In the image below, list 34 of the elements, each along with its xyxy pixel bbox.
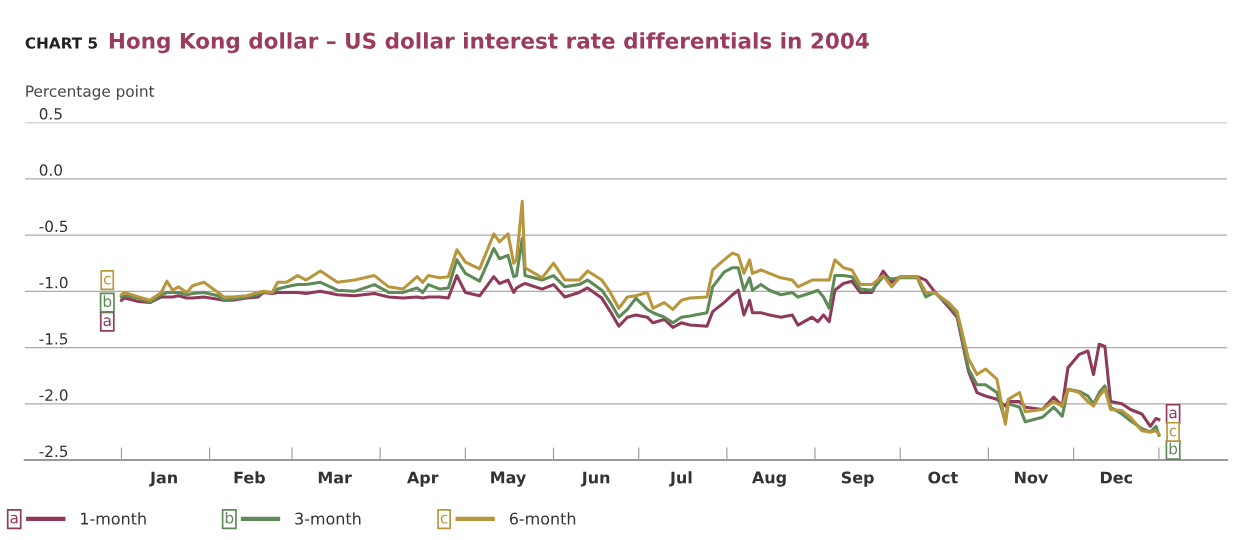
x-tick-label: Nov	[1015, 471, 1049, 484]
y-tick-label: -2.5	[39, 445, 68, 458]
legend-label: 1-month	[81, 512, 146, 525]
annotation: a	[1169, 409, 1177, 419]
y-tick-label: -2.0	[39, 389, 68, 401]
x-tick-label: Apr	[406, 471, 439, 487]
annotation: c	[1169, 427, 1177, 437]
x-tick-label: Feb	[234, 471, 265, 484]
x-tick-label: Jan	[149, 471, 177, 487]
y-tick-label: 0.5	[39, 108, 62, 120]
x-tick-label: Sep	[841, 471, 874, 487]
y-tick-label: 0.0	[39, 164, 63, 176]
legend-label: 3-month	[295, 512, 361, 525]
text: a	[10, 514, 18, 524]
text: b	[225, 511, 234, 524]
x-tick-label: Jun	[580, 471, 610, 487]
x-tick-label: Dec	[1100, 471, 1132, 484]
y-axis-title: Percentage point	[26, 85, 155, 100]
chart-subtitle: CHART 5	[25, 37, 98, 49]
text: c	[440, 514, 448, 524]
x-tick-label: Oct	[928, 471, 958, 484]
x-tick-label: Mar	[318, 471, 352, 484]
legend-label: 6-month	[509, 512, 576, 525]
y-tick-label: -1.5	[39, 333, 68, 345]
chart-title: Hong Kong dollar – US dollar interest rate differentials in 2004	[109, 32, 869, 54]
annotation: b	[103, 295, 112, 308]
annotation: c	[103, 275, 111, 285]
y-tick-label: -1.0	[39, 276, 68, 289]
y-tick-label: -0.5	[39, 220, 68, 233]
x-tick-label: Aug	[752, 471, 786, 487]
annotation: a	[103, 317, 111, 327]
x-tick-label: May	[491, 471, 527, 487]
annotation: b	[1169, 442, 1178, 455]
x-tick-label: Jul	[669, 471, 692, 487]
